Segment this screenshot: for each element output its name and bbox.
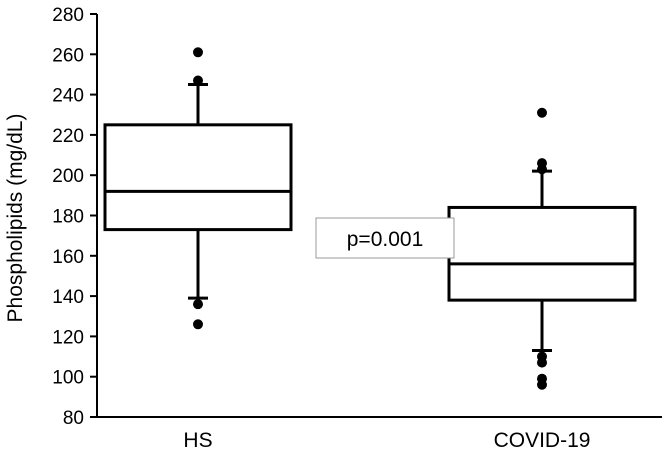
y-tick-label: 220 <box>52 126 84 147</box>
y-tick-label: 240 <box>52 86 84 107</box>
y-tick-label: 120 <box>52 327 84 348</box>
x-axis: HS COVID-19 <box>97 416 662 452</box>
outlier-point <box>537 373 547 384</box>
outlier-point <box>537 158 547 169</box>
outlier-point <box>193 299 203 310</box>
p-value-box <box>315 217 455 259</box>
outlier-point <box>193 319 203 330</box>
x-category-label: HS <box>183 429 212 452</box>
y-tick-label: 200 <box>52 166 84 187</box>
outlier-point <box>537 351 547 362</box>
outlier-point <box>193 47 203 58</box>
y-tick-label: 260 <box>52 45 84 66</box>
y-tick-label: 100 <box>52 368 84 389</box>
y-tick-label: 280 <box>52 5 84 26</box>
y-tick-label: 160 <box>52 247 84 268</box>
iqr-box <box>447 205 637 302</box>
y-tick-label: 140 <box>52 287 84 308</box>
outlier-point <box>537 107 547 118</box>
y-tick-label: 180 <box>52 207 84 228</box>
x-category-label: COVID-19 <box>494 429 591 452</box>
box-group <box>103 47 293 330</box>
p-value-label: p=0.001 <box>347 228 424 251</box>
outlier-point <box>193 75 203 86</box>
y-tick-label: 80 <box>63 408 84 429</box>
p-value-annotation: p=0.001 <box>315 217 455 259</box>
y-axis: 80 100 120 140 160 180 200 220 240 260 280 <box>52 5 98 429</box>
y-axis-title: Phospholipids (mg/dL) <box>4 114 27 323</box>
box-group <box>447 107 637 390</box>
iqr-box <box>103 123 293 232</box>
